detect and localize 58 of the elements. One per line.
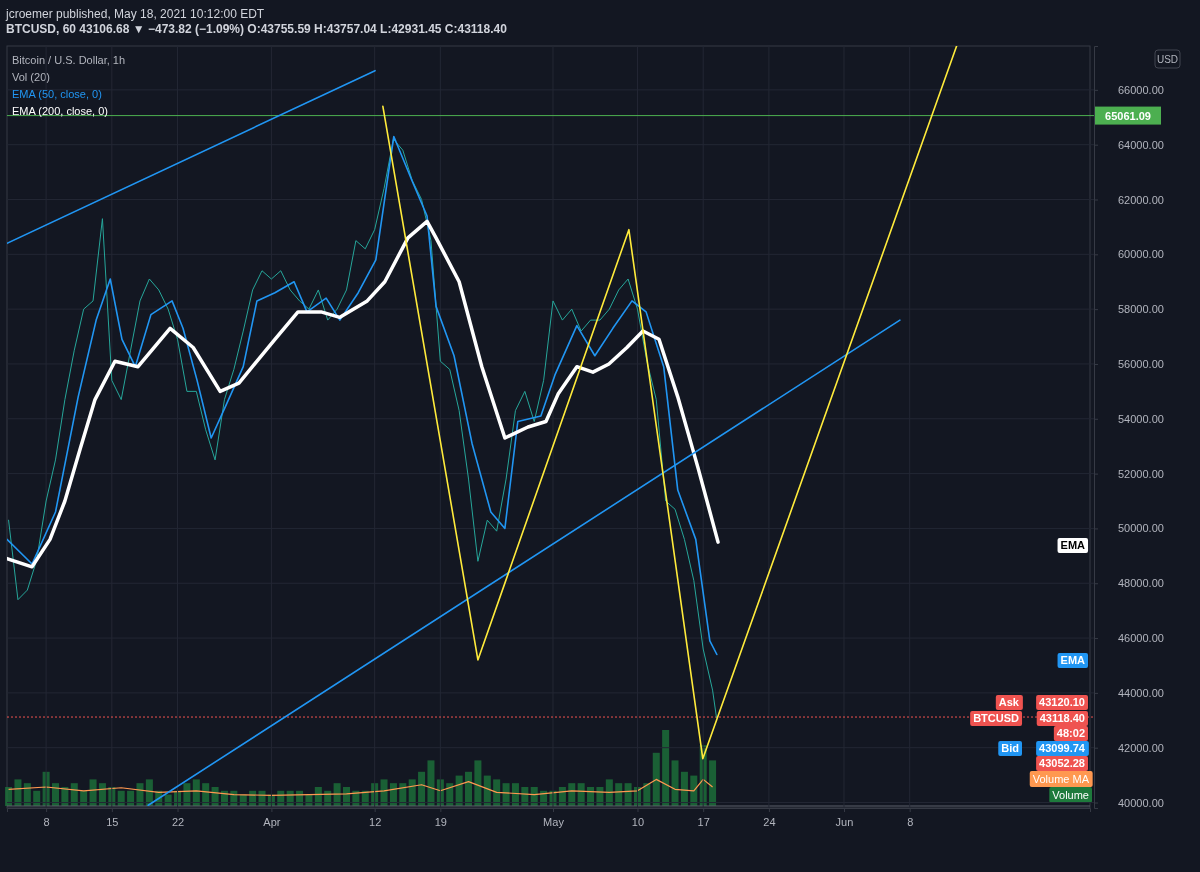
y-tick-label: 48000.00 [1118,577,1164,590]
annotation: Ask [998,696,1020,708]
text: Volume MA [1032,773,1090,785]
text: Volume [1052,789,1089,801]
bar [474,760,482,806]
y-axis-title: USD [1156,54,1179,65]
y-tick-label: 40000.00 [1118,796,1164,809]
bar [418,771,426,806]
text: EMA (50, close, 0) [12,88,102,100]
annotation: 48:02 [1056,727,1085,739]
y-tick-label: 44000.00 [1118,686,1164,699]
y-tick-label: 60000.00 [1118,248,1164,261]
annotation: Vol (20) [12,71,50,83]
bar [427,760,435,806]
x-tick-label: 15 [106,815,119,828]
bar [662,730,670,806]
x-tick-label: 10 [631,815,645,828]
chart-subtitle: BTCUSD, 60 43106.68 ▼ −473.82 (−1.09%) O:43755.59 H:43757.04 L:42931.45 C:43118.40 [6,22,508,36]
y-tick-label: 46000.00 [1118,632,1164,645]
text: EMA (200, close, 0) [12,105,108,117]
x-tick-label: 22 [171,815,185,828]
ref-line-label: 65061.09 [1105,109,1151,122]
x-tick-label: 8 [43,815,50,828]
annotation: Bid [1001,742,1019,754]
x-tick-label: May [543,815,565,828]
bar [671,760,679,806]
y-tick-label: 52000.00 [1118,467,1164,480]
x-tick-label: 19 [434,815,447,828]
x-tick-label: 17 [697,815,710,828]
y-tick-label: 64000.00 [1118,138,1164,151]
annotation: 43118.40 [1039,712,1085,724]
annotation: 43099.74 [1039,742,1086,754]
y-tick-label: 56000.00 [1118,357,1164,370]
text: jcroemer published, May 18, 2021 10:12:00 EDT [5,7,265,21]
bar [709,760,717,806]
y-tick-label: 50000.00 [1118,522,1164,535]
y-tick-label: 66000.00 [1118,83,1164,96]
y-tick-label: 42000.00 [1118,741,1164,754]
bar [605,779,613,806]
currency-tag: USD [1154,49,1181,69]
y-tick-label: 58000.00 [1118,303,1164,316]
x-tick-label: 24 [763,815,776,828]
bar [465,771,473,806]
y-tick-label: 54000.00 [1118,412,1164,425]
x-tick-label: Jun [835,815,854,828]
text: Bitcoin / U.S. Dollar, 1h [12,54,126,66]
line-series [7,219,720,569]
annotation: 43120.10 [1039,696,1085,708]
x-tick-label: 12 [369,815,382,828]
line-series [382,46,958,760]
x-tick-label: Apr [263,815,281,828]
bar [652,752,660,806]
y-tick-label: 62000.00 [1118,193,1164,206]
annotation: EMA [1060,654,1086,666]
annotation: EMA [1060,539,1086,551]
x-tick-label: 8 [907,815,914,828]
annotation: BTCUSD [973,712,1020,724]
annotation: 43052.28 [1039,757,1085,769]
